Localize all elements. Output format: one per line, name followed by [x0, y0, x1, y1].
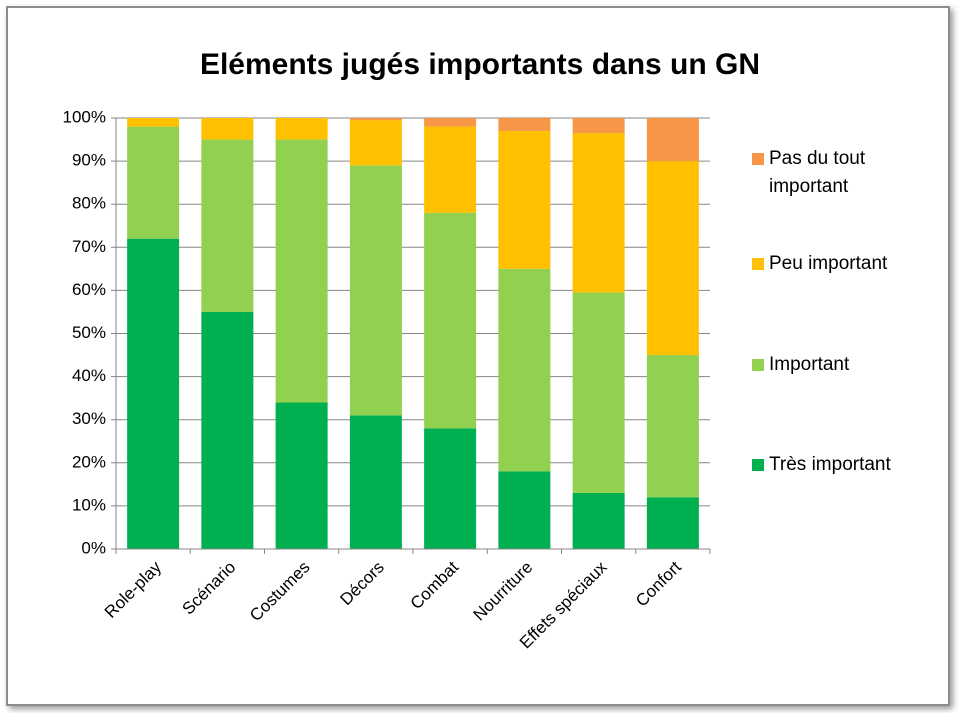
bar-segment	[572, 492, 625, 549]
legend-label: Pas du tout important	[769, 148, 866, 197]
legend-item: Important	[752, 351, 927, 379]
bar-segment	[498, 471, 551, 549]
y-tick-label: 90%	[72, 151, 106, 170]
bar-segment	[424, 212, 477, 429]
bar-segment	[201, 118, 254, 140]
legend-item: Peu important	[752, 250, 927, 278]
bar-segment	[275, 118, 328, 140]
x-tick-label: Décors	[336, 558, 388, 610]
bar-segment	[275, 139, 328, 403]
bar-segment	[201, 311, 254, 549]
bar-segment	[498, 130, 551, 269]
y-tick-label: 70%	[72, 237, 106, 256]
y-tick-label: 80%	[72, 194, 106, 213]
bar-segment	[646, 118, 699, 162]
bar-segment	[349, 118, 402, 121]
bar-segment	[275, 402, 328, 549]
bar-segment	[349, 120, 402, 166]
y-tick-label: 100%	[63, 107, 106, 126]
legend-swatch	[752, 153, 764, 165]
y-tick-label: 60%	[72, 280, 106, 299]
x-tick-label: Role-play	[101, 557, 166, 622]
y-tick-label: 30%	[72, 409, 106, 428]
x-tick-label: Scénario	[178, 558, 239, 619]
legend-label: Peu important	[769, 253, 888, 274]
bar-segment	[572, 133, 625, 293]
x-tick-label: Confort	[632, 557, 685, 610]
legend-swatch	[752, 258, 764, 270]
bar-segment	[572, 118, 625, 134]
bar-segment	[424, 126, 477, 213]
bar-segment	[498, 118, 551, 131]
bar-segment	[424, 118, 477, 127]
x-tick-label: Combat	[407, 557, 463, 613]
bar-segment	[498, 268, 551, 472]
bar-segment	[646, 161, 699, 356]
y-tick-label: 0%	[81, 538, 106, 557]
bar-segment	[127, 118, 180, 127]
legend-swatch	[752, 459, 764, 471]
bar-segment	[127, 126, 180, 239]
bar-segment	[349, 415, 402, 549]
legend-label: Important	[769, 354, 850, 375]
y-tick-label: 50%	[72, 323, 106, 342]
bar-segment	[646, 355, 699, 498]
bar-segment	[646, 497, 699, 549]
x-tick-label: Costumes	[246, 558, 314, 626]
legend-item: Pas du tout important	[752, 145, 927, 201]
x-tick-label: Nourriture	[469, 558, 536, 625]
y-tick-label: 40%	[72, 366, 106, 385]
legend-label: Très important	[769, 454, 891, 475]
bar-segment	[127, 238, 180, 549]
bar-segment	[349, 165, 402, 416]
legend-swatch	[752, 359, 764, 371]
y-tick-label: 10%	[72, 495, 106, 514]
bar-segment	[572, 292, 625, 493]
legend-item: Très important	[752, 451, 927, 479]
y-tick-label: 20%	[72, 452, 106, 471]
chart-title: Eléments jugés importants dans un GN	[200, 48, 760, 81]
bar-segment	[424, 428, 477, 549]
bar-segment	[201, 139, 254, 312]
